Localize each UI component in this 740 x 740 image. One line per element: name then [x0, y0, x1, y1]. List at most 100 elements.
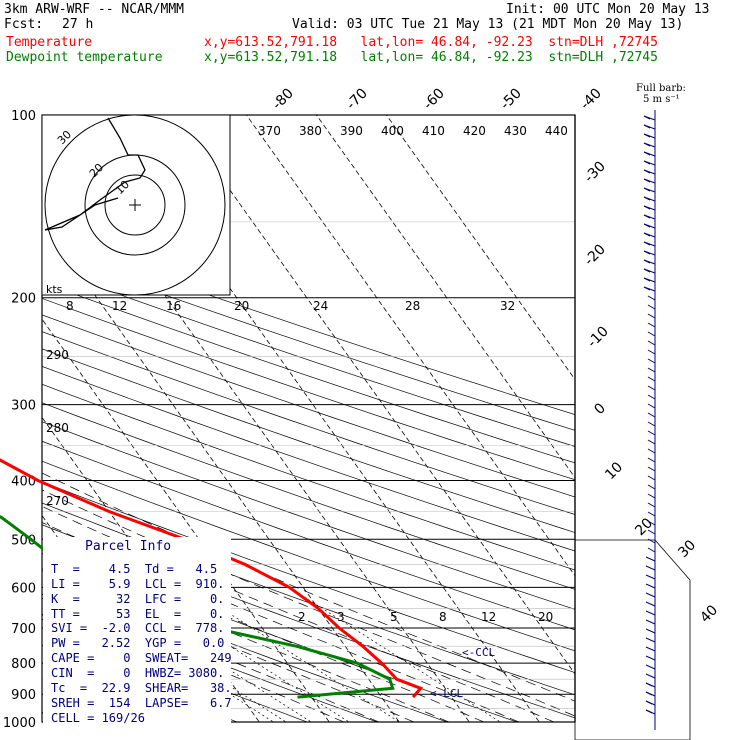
wind-barb	[647, 349, 656, 355]
wind-barbs	[643, 110, 656, 730]
wind-barb	[647, 421, 656, 427]
pressure-tick-label: 300	[11, 399, 36, 414]
parcel-row: TT = 53 EL = 0.	[51, 607, 225, 621]
wind-barb-flag	[643, 268, 651, 273]
temperature-profile	[0, 458, 424, 699]
model-label: 3km ARW-WRF -- NCAR/MMM	[4, 2, 185, 17]
barb-legend-line2: 5 m s⁻¹	[643, 94, 680, 105]
wind-barb	[647, 340, 656, 346]
wind-barb-flag	[643, 178, 651, 183]
valid-time: Valid: 03 UTC Tue 21 May 13 (21 MDT Mon …	[292, 17, 684, 32]
dry-adiabat	[42, 402, 575, 590]
wind-barb-flag	[643, 277, 651, 282]
dewpoint-profile	[0, 515, 395, 699]
wind-barb-flag	[645, 709, 653, 714]
mixing-ratio-label: 2	[298, 610, 306, 624]
dry-adiabat	[42, 250, 575, 431]
parcel-info-panel: Parcel Info T = 4.5 Td = 4.5 LI = 5.9 LC…	[43, 537, 232, 740]
wind-barb-flag	[643, 151, 651, 156]
dry-adiabat	[42, 440, 575, 631]
temperature-tick-label: -40	[577, 85, 604, 112]
mixing-ratio-label: 5	[390, 610, 398, 624]
forecast-label: Fcst:	[4, 17, 44, 32]
wind-barb	[647, 502, 656, 508]
mixing-ratio-label: 12	[481, 610, 496, 624]
temperature-legend: Temperature	[6, 35, 93, 50]
wind-barb-flag	[643, 223, 651, 228]
wind-barb-flag	[643, 169, 651, 174]
wind-barb	[647, 511, 656, 517]
wind-barb	[645, 619, 656, 625]
wind-barb	[645, 592, 656, 598]
parcel-row: LI = 5.9 LCL = 910.	[51, 577, 225, 591]
wind-barb-flag	[643, 232, 651, 237]
wind-barb-flag	[643, 115, 651, 120]
dry-adiabat	[42, 460, 575, 652]
temperature-tick-label: 40	[697, 602, 721, 626]
mixing-ratio-label: 8	[439, 610, 447, 624]
mixing-ratio-label: 24	[313, 299, 328, 313]
mixing-ratio-label: 12	[112, 299, 127, 313]
dry-adiabat	[42, 594, 379, 722]
wind-barb	[647, 448, 656, 454]
isotherm-line	[385, 115, 575, 381]
pressure-tick-label: 800	[11, 657, 36, 672]
extension-outline	[574, 539, 691, 740]
wind-barb	[647, 520, 656, 526]
wind-barb	[647, 529, 656, 535]
theta-label: 420	[463, 124, 486, 138]
parcel-row: PW = 2.52 YGP = 0.0	[51, 636, 225, 650]
temperature-tick-label: -70	[343, 85, 370, 112]
pressure-tick-label: 600	[11, 581, 36, 596]
wind-barb	[645, 664, 656, 670]
mixing-ratio-label: 16	[166, 299, 181, 313]
parcel-row: K = 32 LFC = 0.	[51, 592, 225, 606]
dry-adiabat	[42, 298, 575, 481]
wind-barb	[647, 394, 656, 400]
mixing-ratio-line	[100, 587, 312, 722]
theta-label: 440	[545, 124, 568, 138]
mixing-ratio-label: 32	[500, 299, 515, 313]
wind-barb	[647, 295, 656, 301]
dry-adiabat	[42, 235, 575, 416]
dewpoint-legend: Dewpoint temperature	[6, 50, 163, 65]
temperature-tick-label: -50	[497, 85, 524, 112]
wind-barb-flag	[643, 196, 651, 201]
parcel-row: T = 4.5 Td = 4.5	[51, 562, 218, 576]
dry-adiabat	[42, 282, 575, 464]
temperature-tick-label: -10	[584, 323, 611, 350]
wind-barb	[645, 646, 656, 652]
pressure-tick-label: 900	[11, 688, 36, 703]
wind-barb	[645, 637, 656, 643]
wind-barb-flag	[643, 259, 651, 264]
barb-legend-line1: Full barb:	[636, 83, 686, 94]
pressure-tick-label: 200	[11, 292, 36, 307]
hodograph-trace	[44, 117, 146, 231]
dry-adiabat	[42, 365, 575, 552]
profiles	[0, 458, 424, 699]
temperature-tick-label: -20	[581, 241, 608, 268]
wind-barb	[647, 457, 656, 463]
wind-barb-flag	[643, 133, 651, 138]
dry-adiabat	[42, 348, 575, 533]
wind-barb	[647, 430, 656, 436]
mixing-ratio-label: 28	[405, 299, 420, 313]
wind-barb-flag	[643, 214, 651, 219]
wind-barb	[647, 376, 656, 382]
wind-barb	[645, 556, 656, 562]
mixing-ratio-line	[137, 587, 350, 722]
dry-adiabat	[42, 266, 575, 447]
temperature-tick-label: 30	[675, 537, 699, 561]
pressure-tick-label: 1000	[3, 716, 36, 731]
mixing-ratio-line	[74, 587, 287, 722]
wind-barb	[647, 439, 656, 445]
moist-adiabat	[42, 489, 575, 717]
temperature-tick-label: -80	[269, 85, 296, 112]
wind-barb	[647, 313, 656, 319]
wind-barb	[645, 565, 656, 571]
wind-barb-flag	[645, 700, 653, 705]
mixing-ratio-line	[188, 587, 401, 722]
wind-barb	[647, 475, 656, 481]
